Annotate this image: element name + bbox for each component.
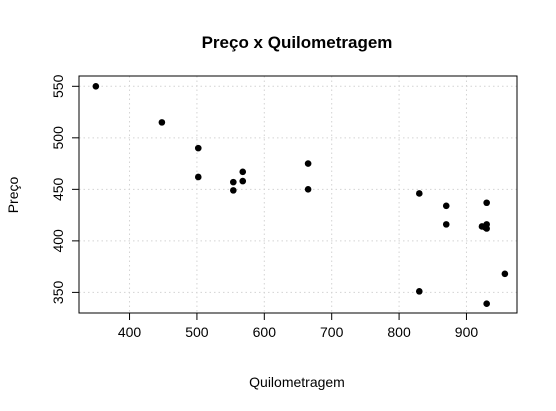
data-points bbox=[92, 83, 509, 308]
data-point bbox=[194, 144, 202, 152]
data-point bbox=[304, 186, 312, 193]
data-point bbox=[442, 221, 450, 228]
data-point bbox=[483, 300, 490, 308]
x-tick-label: 700 bbox=[320, 324, 344, 340]
data-point bbox=[415, 288, 423, 295]
y-tick-label: 500 bbox=[50, 126, 66, 150]
data-point bbox=[415, 190, 423, 197]
y-tick-label: 450 bbox=[50, 177, 66, 201]
data-point bbox=[304, 160, 312, 167]
plot-frame bbox=[78, 75, 518, 314]
data-point bbox=[483, 199, 490, 207]
x-tick-label: 400 bbox=[118, 324, 142, 340]
data-point bbox=[442, 202, 450, 210]
data-point bbox=[501, 270, 509, 278]
data-point bbox=[92, 83, 100, 90]
data-point bbox=[230, 178, 237, 186]
grid-lines bbox=[79, 76, 517, 313]
x-tick-label: 600 bbox=[253, 324, 277, 340]
x-tick-label: 800 bbox=[387, 324, 411, 340]
y-axis: 350 400 450 500 550 bbox=[50, 74, 79, 304]
y-tick-label: 350 bbox=[50, 280, 66, 304]
x-axis-label: Quilometragem bbox=[249, 374, 345, 390]
x-tick-label: 900 bbox=[455, 324, 479, 340]
data-point bbox=[483, 225, 490, 232]
data-point bbox=[230, 187, 237, 194]
data-point bbox=[239, 177, 247, 185]
y-tick-label: 550 bbox=[50, 74, 66, 98]
data-point bbox=[194, 173, 202, 181]
y-tick-label: 400 bbox=[50, 229, 66, 253]
y-axis-label: Preço bbox=[5, 177, 21, 214]
data-point bbox=[158, 119, 166, 126]
x-axis: 400 500 600 700 800 900 bbox=[118, 313, 478, 340]
chart-title: Preço x Quilometragem bbox=[202, 33, 393, 52]
data-point bbox=[239, 168, 247, 176]
x-tick-label: 500 bbox=[185, 324, 209, 340]
